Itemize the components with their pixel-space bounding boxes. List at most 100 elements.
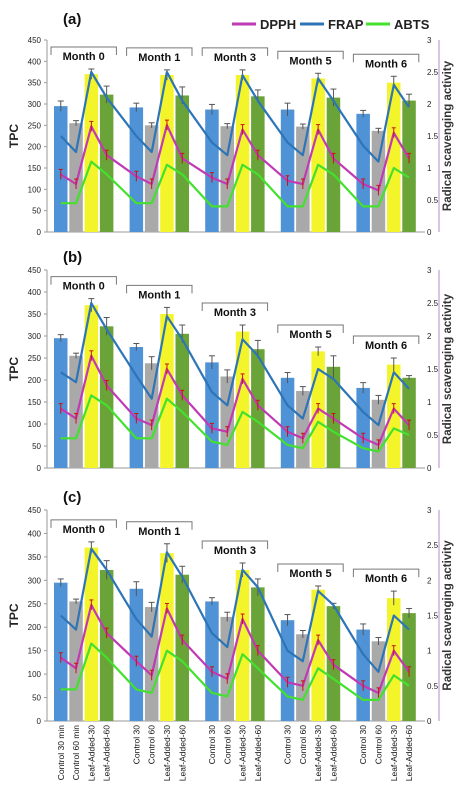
x-tick-label: Control 30 min — [56, 725, 66, 781]
y2-tick-label: 3 — [427, 506, 432, 515]
group-label: Month 5 — [289, 55, 331, 67]
y2-tick-label: 0.5 — [427, 682, 439, 691]
group-label: Month 0 — [63, 524, 105, 536]
bar-leaf-added-30 — [235, 570, 250, 721]
y2-axis-title: Radical scavenging activity — [442, 540, 454, 691]
y-tick-label: 250 — [28, 600, 42, 609]
x-tick-label: Leaf-Added-60 — [177, 725, 187, 782]
group-label: Month 3 — [214, 307, 256, 319]
group-label: Month 1 — [138, 52, 180, 64]
bar-control-30 — [280, 109, 295, 232]
y-tick-label: 350 — [28, 310, 42, 319]
y2-tick-label: 3 — [427, 266, 432, 275]
x-tick-label: Leaf-Added-60 — [102, 725, 112, 782]
x-tick-label: Control 60 — [147, 725, 157, 764]
group-bracket — [50, 276, 117, 285]
y2-tick-label: 2 — [427, 332, 432, 341]
group-label: Month 6 — [365, 573, 407, 585]
bar-control-30 — [356, 387, 370, 468]
y2-tick-label: 2.5 — [427, 299, 439, 308]
x-tick-label: Leaf-Added-60 — [328, 725, 338, 782]
legend-label-dpph: DPPH — [260, 17, 296, 32]
y-tick-label: 450 — [28, 36, 42, 45]
group-bracket — [201, 47, 269, 56]
panel-c: 0 50 100 150 200 250 300 350 400 450 0 0.5 1 1.5 2 2.5 3… — [7, 489, 454, 726]
line-dpph — [60, 123, 410, 192]
bar-control-30 — [129, 347, 144, 468]
y-tick-label: 200 — [28, 143, 42, 152]
panel-label: (b) — [63, 249, 82, 266]
group-bracket — [352, 53, 420, 63]
bar-control-30 — [129, 588, 144, 721]
group-label: Month 3 — [214, 545, 256, 557]
legend-label-frap: FRAP — [328, 17, 364, 32]
panel-label: (a) — [63, 11, 81, 28]
group-bracket — [126, 47, 193, 56]
group-bracket — [201, 540, 269, 549]
group-bracket — [50, 519, 117, 528]
group-label: Month 1 — [138, 289, 180, 301]
line-abts — [60, 642, 410, 702]
legend-label-abts: ABTS — [394, 17, 430, 32]
bar-leaf-added-60 — [251, 96, 265, 232]
x-tick-label: Leaf-Added-30 — [389, 725, 399, 782]
y2-tick-label: 0 — [427, 717, 432, 726]
group-bracket — [126, 521, 193, 530]
bar-leaf-added-30 — [160, 314, 174, 468]
bar-control-30 — [205, 362, 219, 468]
y-tick-label: 400 — [28, 288, 42, 297]
y2-tick-label: 1 — [427, 647, 432, 656]
bar-control-30 — [356, 629, 370, 721]
bar-control-60 — [69, 123, 83, 232]
y2-tick-label: 1.5 — [427, 612, 439, 621]
y-tick-label: 250 — [28, 121, 42, 130]
x-tick-label: Leaf-Added-60 — [253, 725, 263, 782]
bar-leaf-added-30 — [311, 78, 325, 233]
y2-tick-label: 0 — [427, 228, 432, 237]
group-label: Month 6 — [365, 340, 407, 352]
group-bracket — [352, 335, 420, 344]
group-label: Month 0 — [63, 281, 105, 293]
y2-tick-label: 1.5 — [427, 365, 439, 374]
x-tick-label: Control 60 min — [71, 725, 81, 781]
bar-leaf-added-60 — [99, 570, 114, 721]
bar-leaf-added-30 — [235, 331, 250, 468]
y2-tick-label: 2.5 — [427, 541, 439, 550]
x-tick-label: Control 30 — [358, 725, 368, 764]
y-tick-label: 200 — [28, 376, 42, 385]
y2-tick-label: 0.5 — [427, 196, 439, 205]
y-tick-label: 450 — [28, 266, 42, 275]
y-tick-label: 400 — [28, 529, 42, 538]
x-tick-label: Control 60 — [222, 725, 232, 764]
bar-leaf-added-30 — [160, 553, 174, 721]
y-tick-label: 100 — [28, 420, 42, 429]
bar-leaf-added-60 — [175, 95, 189, 232]
y2-tick-label: 1 — [427, 398, 432, 407]
bar-leaf-added-30 — [84, 305, 99, 468]
bar-leaf-added-30 — [84, 74, 99, 232]
group-label: Month 5 — [289, 329, 331, 341]
bar-control-30 — [205, 601, 219, 721]
bar-control-60 — [296, 634, 310, 721]
y-axis-title: TPC — [7, 603, 21, 627]
bar-control-60 — [220, 376, 234, 468]
group-bracket — [277, 50, 344, 60]
line-frap — [60, 547, 410, 673]
bar-control-30 — [356, 113, 370, 232]
line-abts — [60, 394, 410, 453]
group-label: Month 0 — [63, 51, 105, 63]
group-bracket — [277, 563, 344, 572]
line-dpph — [60, 354, 410, 446]
y2-tick-label: 0.5 — [427, 431, 439, 440]
group-label: Month 5 — [289, 568, 331, 580]
x-tick-label: Control 30 — [207, 725, 217, 764]
y-tick-label: 50 — [32, 694, 41, 703]
x-tick-label: Leaf-Added-30 — [162, 725, 172, 782]
bar-control-30 — [280, 620, 295, 721]
x-axis-category-labels: Control 30 min Control 60 min Leaf-Added-3… — [56, 725, 414, 782]
y-tick-label: 400 — [28, 57, 42, 66]
bar-control-60 — [371, 130, 386, 232]
x-tick-label: Control 60 — [298, 725, 308, 764]
bar-control-60 — [69, 355, 83, 468]
